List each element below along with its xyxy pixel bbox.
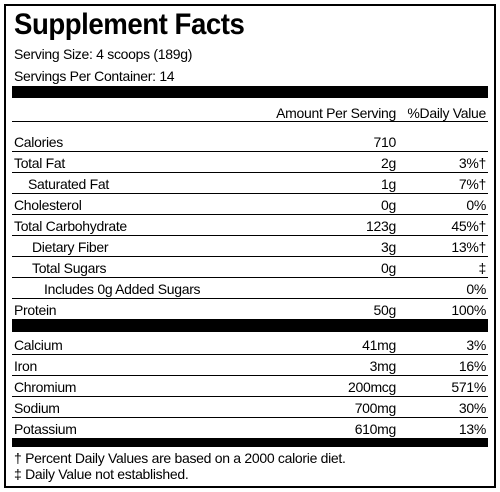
supplement-facts-label: Supplement Facts Serving Size: 4 scoops … xyxy=(4,4,496,488)
daily-value: 16% xyxy=(458,358,486,374)
thick-rule xyxy=(12,320,488,332)
nutrient-row: Calories 710 xyxy=(12,131,488,152)
column-header: Amount Per Serving xyxy=(276,105,396,121)
nutrient-label: Cholesterol xyxy=(14,197,82,213)
daily-value: 45%† xyxy=(451,218,486,234)
nutrient-row: Chromium 200mcg 571% xyxy=(12,376,488,397)
amount: 700mg xyxy=(354,400,397,416)
amount: 3g xyxy=(381,239,396,255)
title: Supplement Facts xyxy=(14,8,245,41)
nutrient-row: Sodium 700mg 30% xyxy=(12,397,488,418)
daily-value: 13% xyxy=(458,421,486,437)
amount: 610mg xyxy=(354,421,397,437)
nutrient-label: Potassium xyxy=(14,421,77,437)
nutrient-row: Iron 3mg 16% xyxy=(12,355,488,376)
amount: 41mg xyxy=(362,337,396,353)
amount: 1g xyxy=(381,176,396,192)
nutrient-label: Total Fat xyxy=(14,155,65,171)
nutrient-row: Potassium 610mg 13% xyxy=(12,418,488,439)
nutrient-label: Calcium xyxy=(14,337,63,353)
daily-value: 571% xyxy=(451,379,486,395)
nutrient-row: Includes 0g Added Sugars 0% xyxy=(12,278,488,299)
daily-value: 7%† xyxy=(458,176,486,192)
daily-value: 0% xyxy=(466,281,486,297)
footnote: ‡ Daily Value not established. xyxy=(14,466,189,482)
servings-per-container: Servings Per Container: 14 xyxy=(14,68,175,84)
daily-value: 3% xyxy=(466,337,486,353)
nutrient-row: Total Fat 2g 3%† xyxy=(12,152,488,173)
nutrient-row: Dietary Fiber 3g 13%† xyxy=(12,236,488,257)
daily-value: 30% xyxy=(458,400,486,416)
nutrient-label: Iron xyxy=(14,358,37,374)
daily-value: ‡ xyxy=(478,260,487,276)
thick-rule xyxy=(12,439,488,447)
footnote: † Percent Daily Values are based on a 20… xyxy=(14,450,346,466)
nutrient-label: Protein xyxy=(14,302,57,318)
nutrient-label: Dietary Fiber xyxy=(32,239,109,255)
amount: 3mg xyxy=(369,358,397,374)
nutrient-row: Saturated Fat 1g 7%† xyxy=(12,173,488,194)
nutrient-label: Calories xyxy=(14,134,63,150)
nutrient-label: Includes 0g Added Sugars xyxy=(44,281,201,297)
nutrient-label: Total Carbohydrate xyxy=(14,218,127,234)
nutrient-label: Chromium xyxy=(14,379,77,395)
nutrient-label: Sodium xyxy=(14,400,60,416)
amount: 710 xyxy=(373,134,397,150)
amount: 123g xyxy=(366,218,396,234)
nutrient-label: Total Sugars xyxy=(32,260,107,276)
daily-value: 13%† xyxy=(451,239,486,255)
daily-value: 0% xyxy=(466,197,486,213)
nutrient-row: Total Carbohydrate 123g 45%† xyxy=(12,215,488,236)
amount: 200mcg xyxy=(347,379,396,395)
thick-rule xyxy=(12,86,488,98)
daily-value: 100% xyxy=(451,302,486,318)
daily-value: 3%† xyxy=(458,155,486,171)
nutrient-row: Cholesterol 0g 0% xyxy=(12,194,488,215)
amount: 50g xyxy=(373,302,397,318)
nutrient-row: Calcium 41mg 3% xyxy=(12,334,488,355)
column-header: %Daily Value xyxy=(407,105,486,121)
serving-size: Serving Size: 4 scoops (189g) xyxy=(14,46,193,62)
nutrient-row: Protein 50g 100% xyxy=(12,299,488,320)
header-row: Amount Per Serving %Daily Value xyxy=(12,102,488,122)
amount: 0g xyxy=(381,197,396,213)
nutrient-label: Saturated Fat xyxy=(28,176,109,192)
amount: 2g xyxy=(381,155,396,171)
nutrient-row: Total Sugars 0g ‡ xyxy=(12,257,488,278)
amount: 0g xyxy=(381,260,396,276)
